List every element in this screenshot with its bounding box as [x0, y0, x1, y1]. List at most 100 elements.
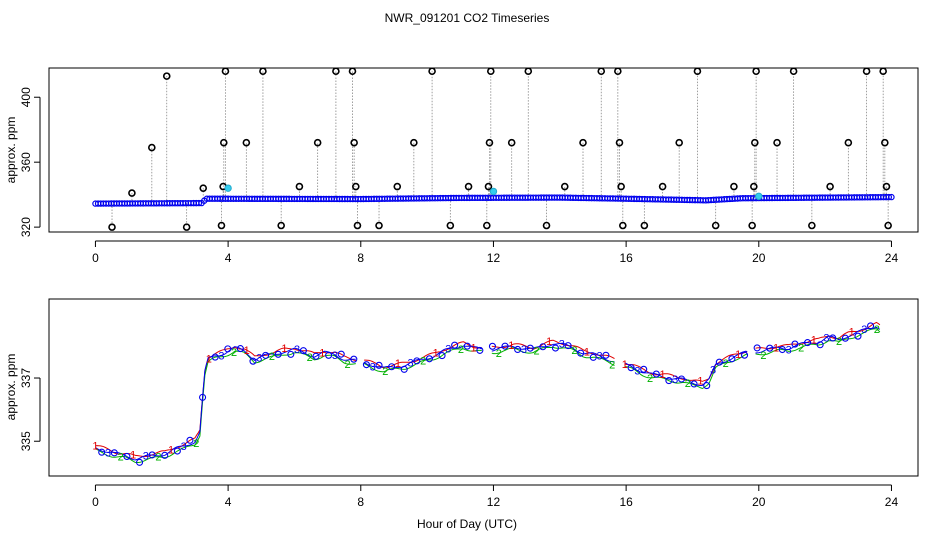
series-label-marker: 3: [407, 358, 413, 370]
spike-point: [619, 221, 627, 230]
series-point: [123, 452, 131, 461]
x-tick-label: 20: [752, 251, 766, 265]
series-point: [715, 358, 723, 366]
series-label-marker: 3: [294, 344, 300, 356]
spike-point: [483, 221, 491, 230]
spike-points: [108, 67, 892, 231]
y-tick-label: 320: [19, 217, 33, 237]
series-point: [211, 353, 219, 361]
series-label-marker: 3: [445, 343, 451, 355]
series-point: [627, 364, 635, 372]
y-axis-top: 320 360 400: [19, 87, 41, 237]
series-label-marker: 1: [849, 326, 855, 338]
series-point: [224, 345, 232, 353]
spike-point: [826, 182, 834, 191]
x-tick-label: 16: [619, 251, 633, 265]
series-label-marker: 3: [597, 351, 603, 363]
x-tick-label: 24: [885, 251, 899, 265]
series-point: [804, 339, 812, 347]
spike-point: [242, 138, 251, 147]
series-label-marker: 3: [672, 374, 678, 386]
series-label-marker: 2: [231, 347, 237, 359]
series-label-marker: 3: [786, 345, 792, 357]
series-point: [501, 342, 509, 350]
series-point: [564, 342, 572, 350]
series-label-marker: 1: [697, 376, 703, 388]
series-point: [551, 344, 560, 352]
series-label-marker: 2: [307, 352, 313, 364]
series-label-marker: 3: [218, 350, 224, 362]
spike-point: [730, 182, 738, 191]
series-point: [488, 342, 497, 350]
series-point: [577, 349, 585, 357]
series-line-2: [95, 328, 881, 463]
baseline-point: [888, 193, 895, 201]
panel-top: 0 4 8 12 16 20 24 320 360 400 approx. ppm: [4, 67, 919, 265]
spike-point: [808, 221, 816, 230]
series-point: [652, 370, 660, 378]
x-tick-label: 4: [225, 251, 232, 265]
series-label-marker: 1: [433, 347, 439, 359]
series-point: [753, 344, 761, 352]
series-point: [451, 341, 459, 349]
series-label-marker: 1: [508, 340, 514, 352]
spike-point: [484, 182, 493, 191]
series-point: [173, 447, 181, 455]
series-point: [526, 344, 534, 352]
series-point: [350, 355, 358, 363]
series-label-marker: 1: [168, 445, 174, 457]
series-point: [362, 361, 370, 369]
series-label-marker: 3: [181, 441, 187, 453]
series-point: [375, 361, 383, 369]
series-point: [262, 351, 270, 359]
spike-point: [597, 67, 606, 76]
x-tick-label: 8: [357, 495, 364, 509]
spike-point: [560, 182, 569, 191]
series-label-marker: 2: [760, 350, 766, 362]
spike-point: [217, 221, 226, 230]
spike-point: [485, 138, 494, 147]
spike-point: [295, 182, 304, 191]
spike-point: [108, 223, 116, 231]
series-point: [413, 357, 421, 365]
series-point: [299, 347, 307, 355]
spike-point: [881, 138, 889, 147]
series-line-1: [95, 321, 881, 457]
series-markers: 13 2 1 3 21 3 21 3 2 13 21 32 1 32 3 21 3 21 3 2 1 21 3 21 32 1 32…: [92, 322, 880, 466]
series-label-marker: 3: [256, 353, 262, 365]
series-point: [690, 380, 698, 388]
series-label-marker: 3: [143, 450, 149, 462]
spike-point: [162, 72, 171, 80]
series-label-marker: 3: [710, 364, 716, 376]
spike-point: [375, 221, 383, 230]
series-label-marker: 1: [584, 347, 590, 359]
spike-point: [128, 189, 136, 197]
series-point: [388, 363, 396, 371]
panel-bottom-frame: [48, 298, 919, 477]
series-point: [867, 322, 875, 330]
series-point: [677, 375, 686, 383]
spike-point: [524, 67, 533, 76]
series-label-marker: 3: [559, 338, 565, 350]
series-label-marker: 2: [344, 359, 350, 371]
series-point: [463, 342, 471, 350]
series-label-marker: 2: [118, 452, 124, 464]
spike-point: [182, 223, 191, 231]
x-axis-top: 0 4 8 12 16 20 24: [92, 240, 899, 265]
series-label-marker: 1: [319, 348, 325, 360]
spike-lines: [111, 71, 889, 228]
spike-point: [464, 182, 473, 191]
series-label-marker: 2: [269, 351, 275, 363]
y-axis-bottom: 335 337: [19, 368, 41, 451]
series-label-marker: 3: [521, 344, 527, 356]
series-label-marker: 3: [105, 447, 111, 459]
spike-point: [658, 182, 667, 191]
panel-top-frame: [48, 67, 919, 233]
series-label-marker: 1: [470, 343, 476, 355]
y-axis-label-top: approx. ppm: [4, 117, 18, 184]
spike-point: [789, 67, 798, 76]
series-point: [829, 334, 837, 342]
x-tick-label: 0: [92, 495, 99, 509]
spike-point: [410, 138, 418, 147]
chart-title: NWR_091201 CO2 Timeseries: [385, 11, 550, 25]
